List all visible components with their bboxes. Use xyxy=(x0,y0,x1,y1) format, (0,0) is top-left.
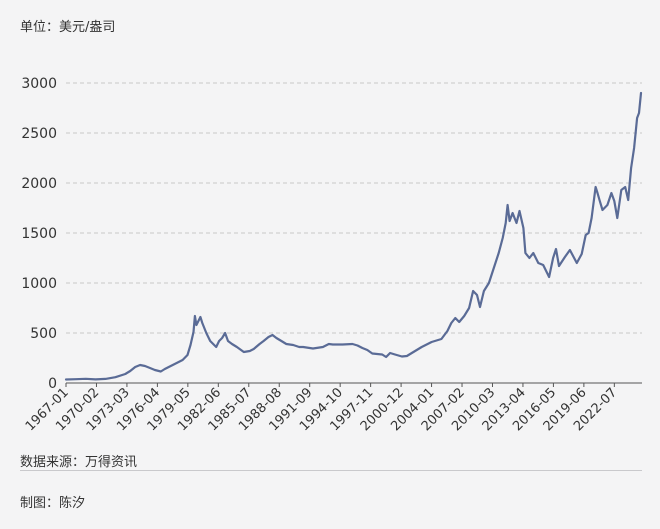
y-tick-label: 1500 xyxy=(21,226,57,242)
gold-price-series-line xyxy=(64,91,643,381)
source-label: 数据来源：万得资讯 xyxy=(20,455,138,470)
maker-label: 制图：陈汐 xyxy=(20,496,86,511)
gold-price-line-chart: 0 500 1000 1500 2000 2500 3000 1967-011970-021… xyxy=(21,76,643,434)
grid-lines xyxy=(66,82,642,334)
x-axis: 1967-011970-021973-031976-041979-051982-… xyxy=(23,382,642,434)
y-tick-label: 2500 xyxy=(21,126,57,142)
y-tick-label: 500 xyxy=(30,326,57,342)
y-tick-label: 2000 xyxy=(21,176,57,192)
y-tick-label: 1000 xyxy=(21,276,57,292)
series-layer xyxy=(64,91,643,381)
y-tick-label: 3000 xyxy=(21,76,57,92)
y-tick-label: 0 xyxy=(48,376,57,392)
y-axis-tick-labels: 0 500 1000 1500 2000 2500 3000 xyxy=(21,76,57,392)
unit-label: 单位：美元/盎司 xyxy=(20,20,116,35)
divider xyxy=(20,470,642,471)
